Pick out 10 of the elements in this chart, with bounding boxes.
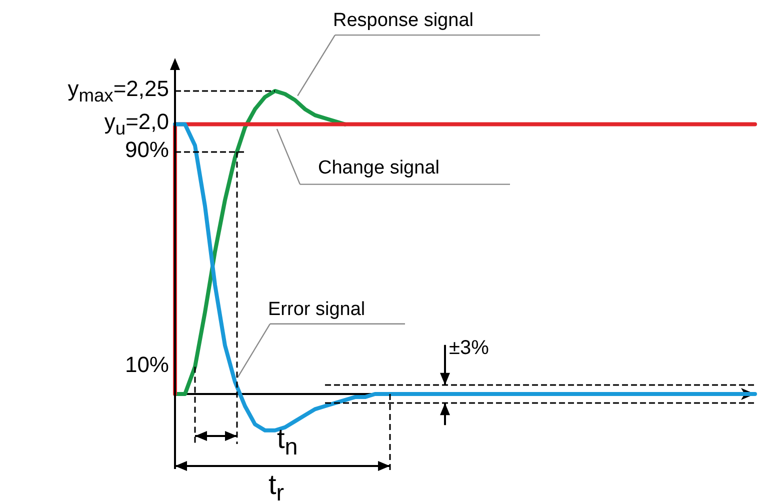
text: 90%: [124, 136, 169, 162]
series-label: Change signal: [318, 157, 440, 178]
annotation: t$_{n}$: [277, 423, 298, 460]
text: Response signal: [333, 10, 474, 32]
text: 10%: [124, 352, 169, 377]
annotation: ±3%: [449, 336, 489, 359]
text: y$_{u}$=2,0: [104, 109, 169, 139]
text: Error signal: [268, 298, 366, 320]
text: t$_{r}$: [268, 469, 284, 502]
text: y$_{max}$=2,25: [68, 76, 169, 106]
